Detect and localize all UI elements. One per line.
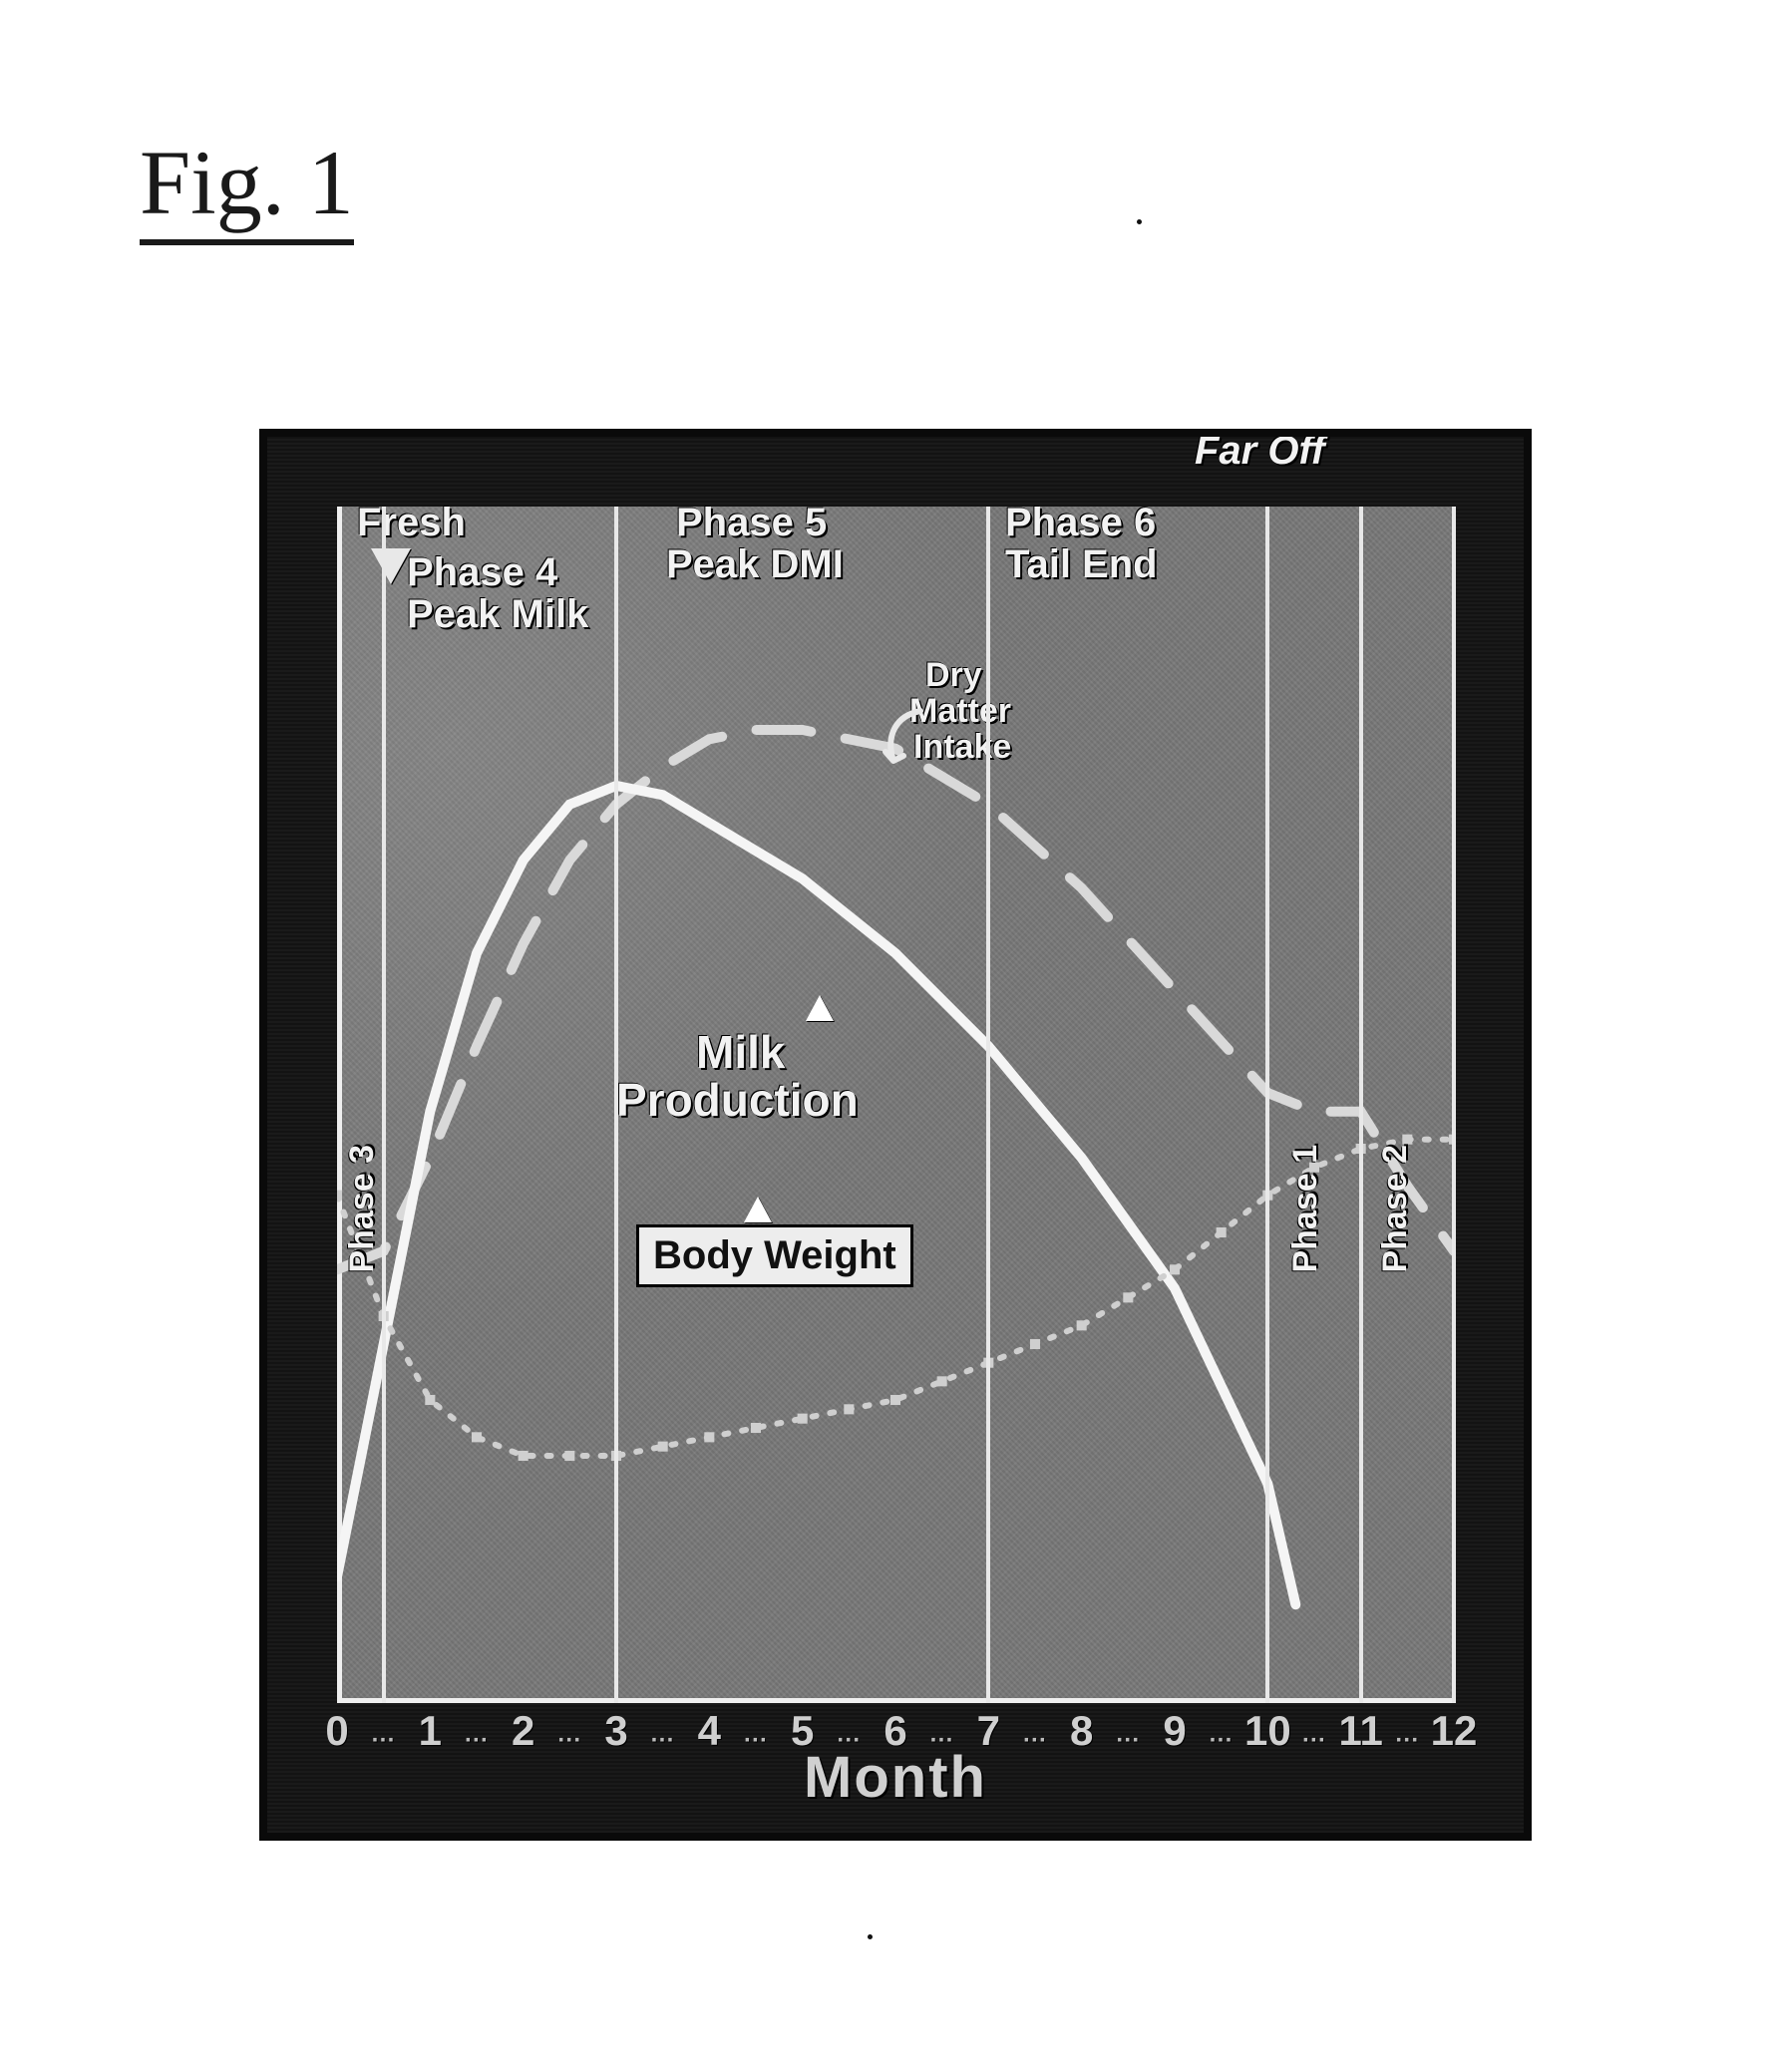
- x-tick: 12: [1431, 1707, 1478, 1755]
- label-milk-a: Milk: [696, 1025, 785, 1079]
- x-tick: 7: [977, 1707, 1000, 1755]
- phase-divider: [1452, 507, 1456, 1703]
- bodyweight-marker: [844, 1404, 854, 1414]
- phase-divider: [614, 507, 618, 1703]
- x-tick-sep: ···: [465, 1727, 489, 1755]
- x-tick-sep: ···: [1023, 1727, 1047, 1755]
- fresh-arrow-icon: [371, 548, 411, 584]
- bodyweight-marker: [337, 1191, 342, 1201]
- x-tick-sep: ···: [930, 1727, 954, 1755]
- x-tick: 8: [1070, 1707, 1093, 1755]
- phase-divider: [1359, 507, 1363, 1703]
- chart-frame: Fresh Phase 4 Peak Milk Phase 5 Peak DMI…: [259, 429, 1532, 1841]
- bodyweight-marker: [937, 1376, 947, 1386]
- bodyweight-marker: [472, 1432, 482, 1442]
- x-tick: 0: [325, 1707, 348, 1755]
- bodyweight-marker: [1030, 1339, 1040, 1349]
- page: Fig. 1 Fresh Phase 4 Peak Milk Phase 5 P…: [0, 0, 1765, 2072]
- bodyweight-marker: [425, 1395, 435, 1405]
- x-tick: 9: [1163, 1707, 1186, 1755]
- label-phase2: Phase 2: [1376, 1145, 1415, 1273]
- label-fresh: Fresh: [357, 501, 466, 545]
- x-tick-sep: ···: [1302, 1727, 1326, 1755]
- label-phase4b: Peak Milk: [407, 592, 588, 637]
- label-phase3: Phase 3: [343, 1145, 382, 1273]
- x-axis: [337, 1698, 1454, 1703]
- bodyweight-arrow-icon: [744, 1197, 772, 1222]
- x-tick: 1: [419, 1707, 442, 1755]
- bodyweight-marker: [1217, 1227, 1227, 1237]
- label-phase5b: Peak DMI: [666, 542, 844, 587]
- bodyweight-marker: [1170, 1264, 1180, 1274]
- curves-svg: [337, 507, 1454, 1623]
- x-tick-sep: ···: [744, 1727, 768, 1755]
- phase-divider: [382, 507, 386, 1703]
- x-tick-sep: ···: [837, 1727, 861, 1755]
- milk-curve: [337, 786, 1295, 1604]
- label-faroff: Far Off: [1195, 429, 1324, 474]
- x-tick: 5: [791, 1707, 814, 1755]
- x-tick: 3: [604, 1707, 627, 1755]
- phase-divider: [1265, 507, 1269, 1703]
- x-tick: 2: [512, 1707, 534, 1755]
- x-tick-sep: ···: [557, 1727, 581, 1755]
- bodyweight-marker: [1402, 1135, 1412, 1145]
- speck: [868, 1934, 873, 1939]
- bodyweight-marker: [704, 1432, 714, 1442]
- figure-label: Fig. 1: [140, 130, 354, 245]
- x-tick-sep: ···: [1395, 1727, 1419, 1755]
- label-phase5a: Phase 5: [676, 501, 827, 545]
- label-milk-b: Production: [616, 1073, 859, 1127]
- bodyweight-marker: [519, 1451, 529, 1461]
- x-tick-sep: ···: [1210, 1727, 1234, 1755]
- label-dmi-c: Intake: [913, 728, 1011, 767]
- phase-divider: [986, 507, 990, 1703]
- label-closeup: Close Up: [1284, 429, 1457, 434]
- bodyweight-marker: [890, 1395, 900, 1405]
- label-phase6a: Phase 6: [1005, 501, 1156, 545]
- x-tick-sep: ···: [372, 1727, 396, 1755]
- bodyweight-marker: [658, 1442, 668, 1452]
- label-phase1: Phase 1: [1286, 1145, 1325, 1273]
- plot-area: Fresh Phase 4 Peak Milk Phase 5 Peak DMI…: [337, 507, 1454, 1703]
- bodyweight-marker: [564, 1451, 574, 1461]
- label-phase4a: Phase 4: [407, 550, 557, 595]
- milk-arrow-icon: [806, 995, 834, 1021]
- speck: [1137, 219, 1142, 224]
- x-tick-sep: ···: [651, 1727, 675, 1755]
- x-tick: 10: [1244, 1707, 1291, 1755]
- bodyweight-marker: [751, 1423, 761, 1433]
- x-tick: 11: [1338, 1707, 1382, 1755]
- bodyweight-marker: [1077, 1320, 1087, 1330]
- x-tick: 6: [883, 1707, 906, 1755]
- dmi-pointer-icon: [876, 706, 925, 776]
- label-phase6b: Tail End: [1005, 542, 1158, 587]
- x-tick-sep: ···: [1116, 1727, 1140, 1755]
- x-tick: 4: [698, 1707, 721, 1755]
- label-bodyweight: Body Weight: [636, 1224, 913, 1287]
- label-dmi-a: Dry: [925, 656, 982, 695]
- bodyweight-marker: [1123, 1292, 1133, 1302]
- bodyweight-marker: [798, 1414, 808, 1424]
